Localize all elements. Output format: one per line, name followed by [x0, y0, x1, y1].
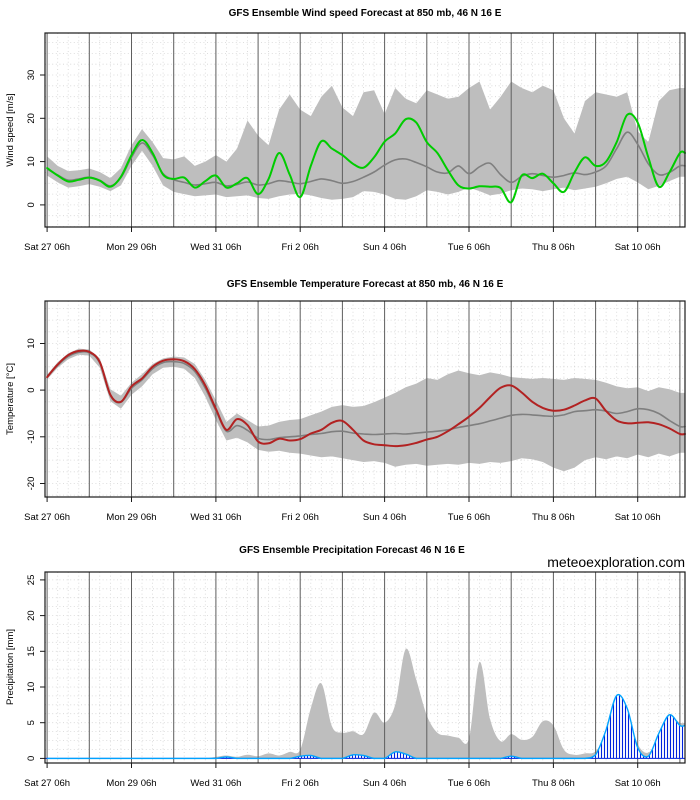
temperature-y-axis-label: Temperature [°C]: [5, 363, 16, 435]
svg-text:Sat 10 06h: Sat 10 06h: [615, 512, 661, 523]
svg-text:Sun 4 06h: Sun 4 06h: [363, 512, 406, 523]
svg-text:Sat 27 06h: Sat 27 06h: [24, 242, 70, 253]
svg-text:10: 10: [26, 338, 37, 349]
svg-text:0: 0: [26, 387, 37, 392]
svg-text:Sat 27 06h: Sat 27 06h: [24, 778, 70, 789]
svg-text:Sun 4 06h: Sun 4 06h: [363, 778, 406, 789]
wind-speed-chart: 0 10 20 30 Sat 27 06h Mon 29 06h Wed 31 06h Fri…: [0, 0, 700, 267]
svg-text:Tue 6 06h: Tue 6 06h: [448, 778, 490, 789]
wind-chart-title: GFS Ensemble Wind speed Forecast at 850 …: [229, 8, 502, 19]
svg-text:20: 20: [26, 610, 37, 621]
precipitation-y-axis-label: Precipitation [mm]: [5, 629, 16, 705]
svg-text:Tue 6 06h: Tue 6 06h: [448, 512, 490, 523]
precipitation-chart-title: GFS Ensemble Precipitation Forecast 46 N…: [239, 545, 465, 556]
svg-text:25: 25: [26, 575, 37, 586]
svg-text:Thu 8 06h: Thu 8 06h: [532, 778, 575, 789]
svg-text:Wed 31 06h: Wed 31 06h: [190, 778, 241, 789]
svg-text:Fri 2 06h: Fri 2 06h: [281, 242, 319, 253]
svg-text:10: 10: [26, 682, 37, 693]
svg-text:Tue 6 06h: Tue 6 06h: [448, 242, 490, 253]
svg-text:0: 0: [26, 756, 37, 761]
svg-text:Mon 29 06h: Mon 29 06h: [106, 512, 156, 523]
svg-text:Sat 10 06h: Sat 10 06h: [615, 242, 661, 253]
svg-text:-10: -10: [26, 430, 37, 444]
svg-text:Mon 29 06h: Mon 29 06h: [106, 778, 156, 789]
svg-text:15: 15: [26, 646, 37, 657]
watermark-link: meteoexploration.com: [547, 554, 685, 570]
svg-text:30: 30: [26, 70, 37, 81]
svg-text:20: 20: [26, 113, 37, 124]
precipitation-chart: 0 5 10 15 20 25 Sat 27 06h Mon 29 06h Wed 31 06h…: [0, 534, 700, 800]
wind-y-axis-label: Wind speed [m/s]: [5, 93, 16, 166]
svg-text:10: 10: [26, 156, 37, 167]
svg-text:0: 0: [26, 202, 37, 207]
svg-text:Sun 4 06h: Sun 4 06h: [363, 242, 406, 253]
svg-text:Thu 8 06h: Thu 8 06h: [532, 512, 575, 523]
svg-text:Thu 8 06h: Thu 8 06h: [532, 242, 575, 253]
temperature-plot-svg: 10 0 -10 -20 Sat 27 06h Mon 29 06h Wed 31 06h F…: [5, 279, 686, 523]
svg-text:Wed 31 06h: Wed 31 06h: [190, 512, 241, 523]
svg-text:Wed 31 06h: Wed 31 06h: [190, 242, 241, 253]
temperature-chart-title: GFS Ensemble Temperature Forecast at 850…: [227, 279, 504, 290]
svg-text:5: 5: [26, 720, 37, 725]
svg-text:-20: -20: [26, 477, 37, 491]
temperature-chart: 10 0 -10 -20 Sat 27 06h Mon 29 06h Wed 31 06h F…: [0, 267, 700, 534]
precipitation-plot-svg: 0 5 10 15 20 25 Sat 27 06h Mon 29 06h Wed 31 06h…: [5, 545, 686, 789]
svg-text:Sat 27 06h: Sat 27 06h: [24, 512, 70, 523]
svg-text:Mon 29 06h: Mon 29 06h: [106, 242, 156, 253]
svg-text:Sat 10 06h: Sat 10 06h: [615, 778, 661, 789]
svg-text:Fri 2 06h: Fri 2 06h: [281, 778, 319, 789]
wind-plot-svg: 0 10 20 30 Sat 27 06h Mon 29 06h Wed 31 06h Fri…: [5, 8, 686, 253]
svg-text:Fri 2 06h: Fri 2 06h: [281, 512, 319, 523]
